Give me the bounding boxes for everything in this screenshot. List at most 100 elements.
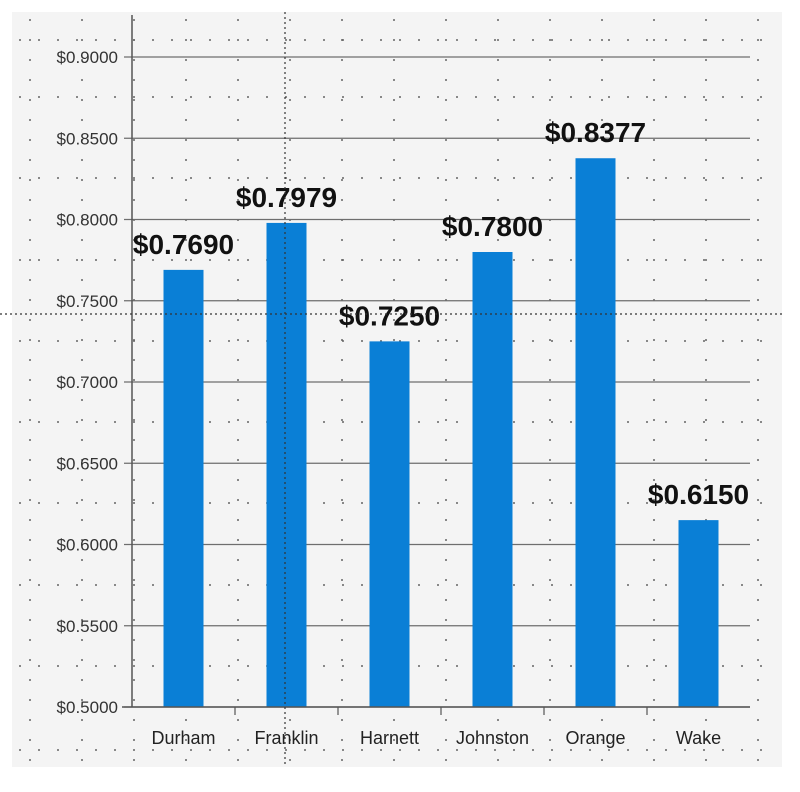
- grid-dot: [757, 139, 759, 141]
- grid-dot: [114, 259, 116, 261]
- grid-dot: [705, 199, 707, 201]
- grid-dot: [653, 539, 655, 541]
- grid-dot: [133, 199, 135, 201]
- grid-dot: [133, 379, 135, 381]
- bars: [163, 158, 719, 708]
- grid-dot: [289, 119, 291, 121]
- grid-dot: [341, 679, 343, 681]
- grid-dot: [653, 419, 655, 421]
- grid-dot: [266, 177, 268, 179]
- grid-dot: [646, 177, 648, 179]
- data-label-harnett: $0.7250: [339, 300, 440, 331]
- grid-dot: [29, 539, 31, 541]
- grid-dot: [38, 259, 40, 261]
- grid-dot: [133, 665, 135, 667]
- grid-dot: [445, 159, 447, 161]
- grid-dot: [237, 459, 239, 461]
- grid-dot: [456, 421, 458, 423]
- grid-dot: [418, 502, 420, 504]
- grid-dot: [341, 179, 343, 181]
- grid-dot: [247, 749, 249, 751]
- grid-dot: [653, 119, 655, 121]
- grid-dot: [247, 340, 249, 342]
- grid-dot: [81, 339, 83, 341]
- grid-dot: [705, 239, 707, 241]
- grid-dot: [341, 279, 343, 281]
- grid-dot: [549, 259, 551, 261]
- grid-dot: [114, 96, 116, 98]
- grid-dot: [665, 259, 667, 261]
- grid-dot: [114, 340, 116, 342]
- grid-dot: [29, 19, 31, 21]
- grid-dot: [114, 584, 116, 586]
- grid-dot: [95, 502, 97, 504]
- grid-dot: [513, 259, 515, 261]
- grid-dot: [171, 177, 173, 179]
- grid-dot: [601, 139, 603, 141]
- grid-dot: [653, 19, 655, 21]
- grid-dot: [133, 759, 135, 761]
- grid-dot: [29, 659, 31, 661]
- grid-dot: [570, 177, 572, 179]
- grid-dot: [81, 59, 83, 61]
- grid-dot: [237, 739, 239, 741]
- grid-dot: [380, 96, 382, 98]
- grid-dot: [266, 39, 268, 41]
- grid-dot: [722, 584, 724, 586]
- grid-dot: [95, 177, 97, 179]
- grid-dot: [532, 502, 534, 504]
- grid-dot: [81, 739, 83, 741]
- grid-dot: [152, 177, 154, 179]
- grid-dot: [57, 749, 59, 751]
- grid-dot: [81, 479, 83, 481]
- grid-dot: [323, 340, 325, 342]
- grid-dot: [705, 399, 707, 401]
- grid-dot: [653, 159, 655, 161]
- grid-dot: [722, 177, 724, 179]
- grid-dot: [341, 739, 343, 741]
- grid-dot: [684, 39, 686, 41]
- grid-dot: [81, 719, 83, 721]
- grid-dot: [705, 719, 707, 721]
- grid-dot: [418, 584, 420, 586]
- grid-dot: [341, 559, 343, 561]
- grid-dot: [608, 96, 610, 98]
- grid-dot: [185, 79, 187, 81]
- grid-dot: [38, 340, 40, 342]
- grid-dot: [133, 421, 135, 423]
- grid-dot: [114, 177, 116, 179]
- grid-dot: [653, 199, 655, 201]
- grid-dot: [757, 279, 759, 281]
- grid-dot: [760, 421, 762, 423]
- grid-dot: [341, 699, 343, 701]
- grid-dot: [757, 559, 759, 561]
- grid-dot: [445, 439, 447, 441]
- grid-dot: [38, 96, 40, 98]
- grid-dot: [497, 99, 499, 101]
- grid-dot: [19, 502, 21, 504]
- grid-dot: [361, 96, 363, 98]
- grid-dot: [722, 340, 724, 342]
- grid-dot: [665, 340, 667, 342]
- grid-dot: [237, 599, 239, 601]
- grid-dot: [341, 19, 343, 21]
- grid-dot: [247, 39, 249, 41]
- data-labels: $0.7690$0.7979 $0.7250 $0.7800 $0.8377 $0.61…: [133, 117, 749, 510]
- grid-dot: [341, 519, 343, 521]
- grid-dot: [393, 239, 395, 241]
- grid-dot: [513, 340, 515, 342]
- grid-dot: [304, 749, 306, 751]
- grid-dot: [418, 665, 420, 667]
- grid-dot: [341, 419, 343, 421]
- grid-dot: [19, 96, 21, 98]
- grid-dot: [757, 199, 759, 201]
- grid-dot: [133, 159, 135, 161]
- grid-dot: [228, 39, 230, 41]
- grid-dot: [29, 419, 31, 421]
- grid-dot: [289, 199, 291, 201]
- grid-dot: [185, 139, 187, 141]
- x-tick-label-johnston: Johnston: [456, 728, 529, 748]
- y-tick-label: $0.6000: [57, 536, 118, 555]
- grid-dot: [38, 749, 40, 751]
- grid-dot: [703, 421, 705, 423]
